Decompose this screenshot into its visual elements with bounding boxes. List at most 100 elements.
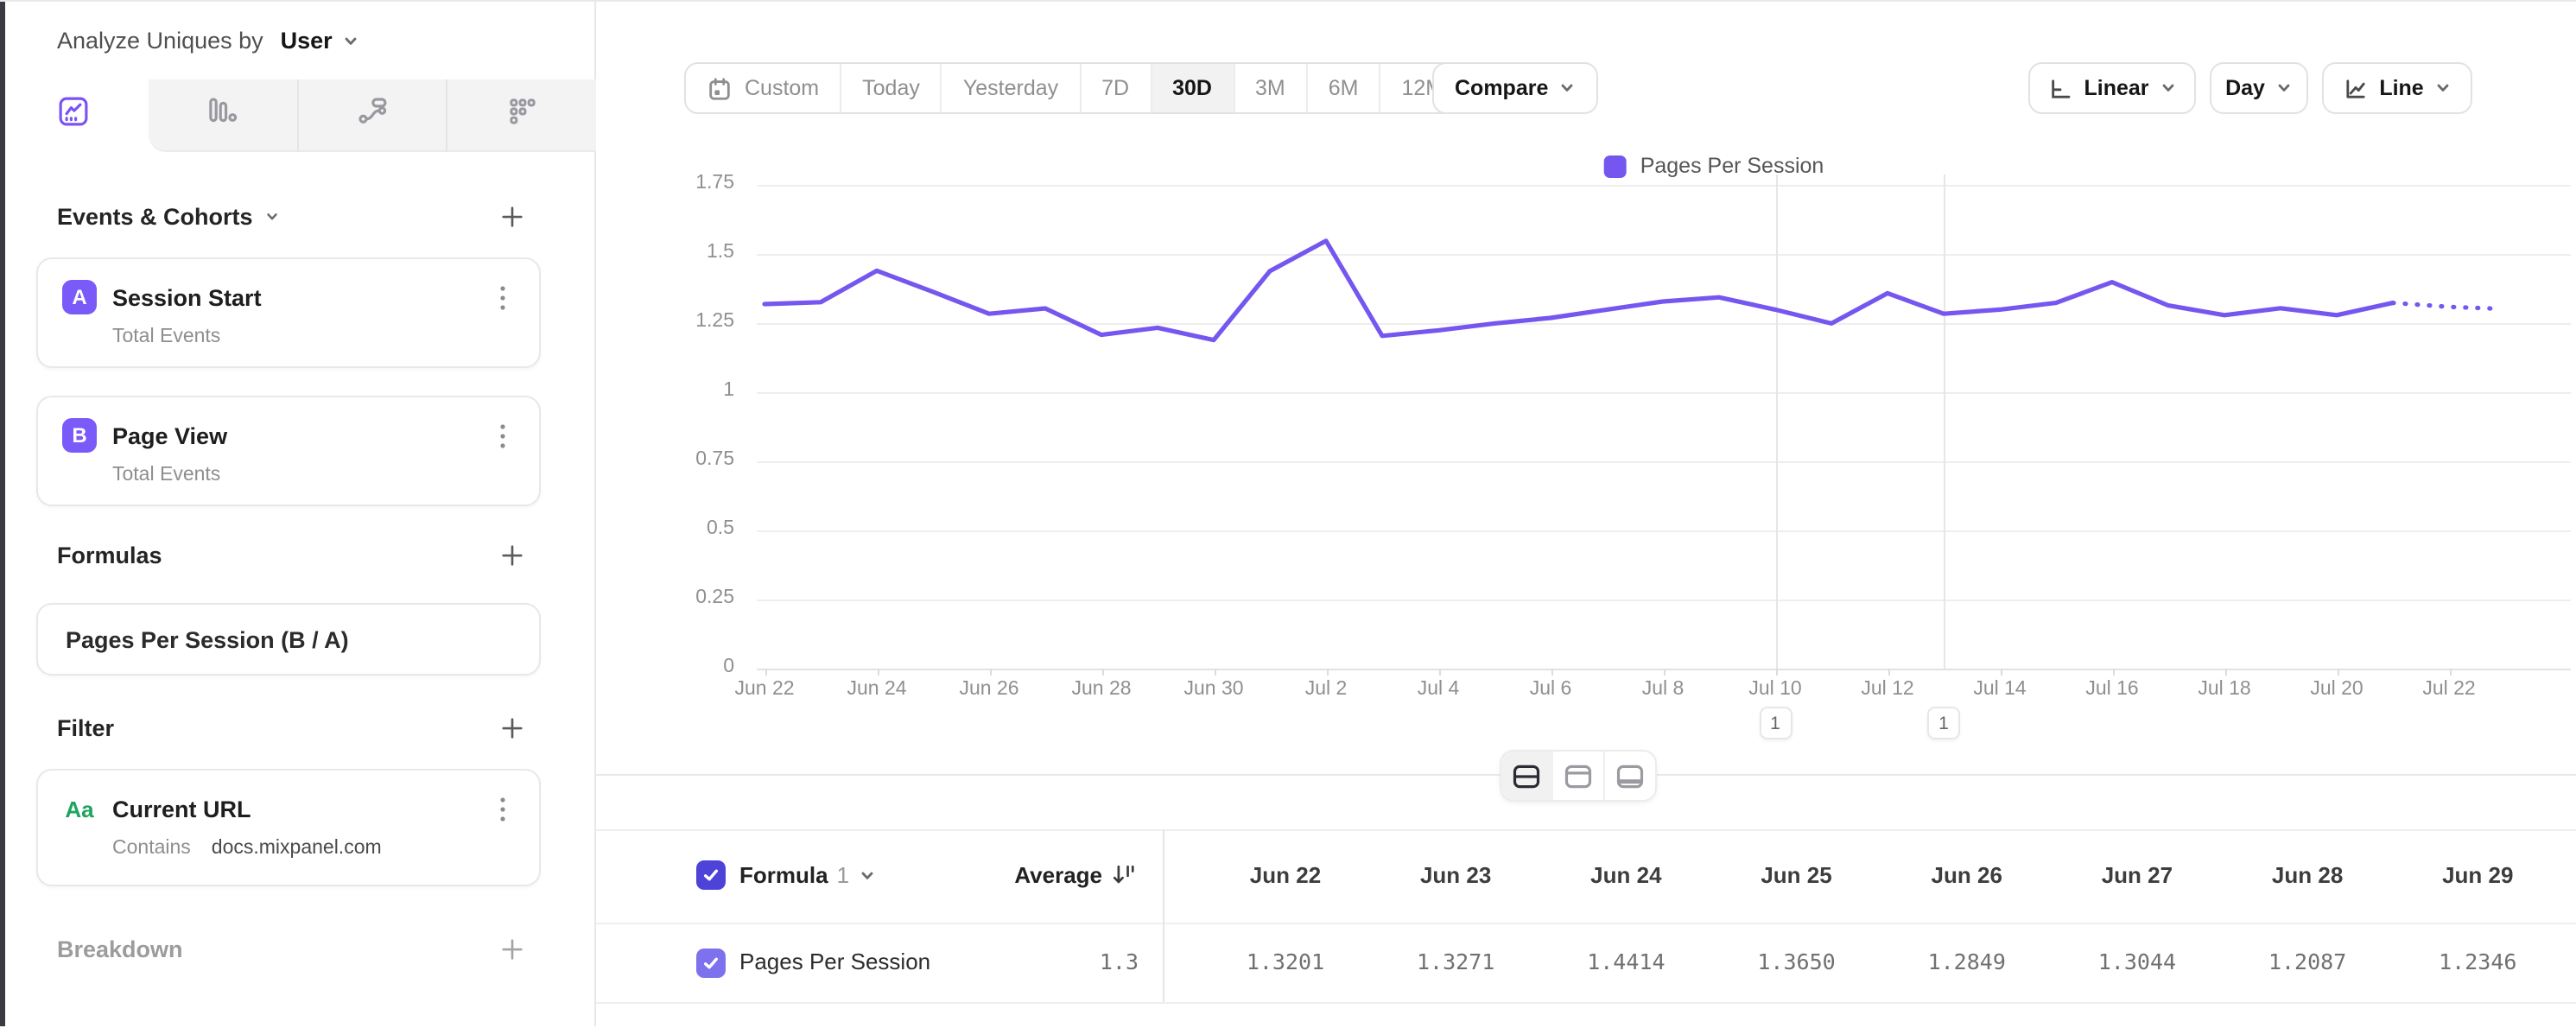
add-event-button[interactable] (494, 199, 529, 233)
add-breakdown-button[interactable] (494, 931, 529, 966)
line-chart-icon (2343, 75, 2369, 101)
x-axis-tick (1438, 668, 1440, 676)
date-column-header[interactable]: Jun 29 (2442, 862, 2514, 889)
date-column-header[interactable]: Jun 23 (1419, 862, 1492, 889)
event-measure[interactable]: Total Events (112, 327, 221, 347)
chart-type-label: Line (2379, 76, 2424, 100)
table-header-border (596, 922, 2576, 923)
compare-label: Compare (1455, 76, 1549, 100)
value-cell: 1.2087 (2268, 949, 2347, 975)
add-filter-button[interactable] (494, 710, 529, 745)
range-3m[interactable]: 3M (1233, 64, 1306, 112)
average-value-cell: 1.3 (1099, 949, 1139, 975)
gridline-1.75 (756, 185, 2570, 187)
split-view-toggle[interactable] (1501, 752, 1551, 800)
event-card-a[interactable]: A Session Start Total Events (36, 257, 541, 368)
x-axis-tick (2000, 668, 2002, 676)
filter-operator[interactable]: Contains (112, 838, 191, 859)
events-section-title[interactable]: Events & Cohorts (57, 203, 281, 229)
range-6m[interactable]: 6M (1305, 64, 1380, 112)
compare-button[interactable]: Compare (1432, 62, 1599, 114)
tab-retention[interactable] (446, 79, 596, 152)
scale-selector-button[interactable]: Linear (2028, 62, 2196, 114)
table-header-row: Formula 1 Average Jun 22 Jun 23 Jun 24 Jun … (596, 829, 2576, 922)
chart-legend[interactable]: Pages Per Session (1603, 154, 1824, 178)
date-column-header[interactable]: Jun 26 (1931, 862, 2002, 889)
event-name: Page View (112, 422, 228, 448)
table-only-toggle[interactable] (1603, 752, 1655, 800)
kebab-menu-icon[interactable] (487, 791, 518, 826)
x-axis-label: Jul 22 (2422, 678, 2476, 699)
x-axis-label: Jun 28 (1071, 678, 1132, 699)
annotation-badge-Jul 10[interactable]: 1 (1759, 707, 1792, 739)
average-column-header[interactable]: Average (855, 829, 1139, 922)
x-axis-tick (2224, 668, 2226, 676)
x-axis-tick (1775, 668, 1777, 676)
legend-series-label: Pages Per Session (1640, 154, 1824, 178)
granularity-selector-button[interactable]: Day (2210, 62, 2308, 114)
formula-group-dropdown[interactable]: Formula 1 (739, 829, 875, 922)
filter-card[interactable]: Aa Current URL Contains docs.mixpanel.co… (36, 769, 541, 886)
event-card-b[interactable]: B Page View Total Events (36, 396, 541, 506)
tab-funnels[interactable] (148, 79, 296, 152)
y-axis-label: 0.5 (707, 517, 734, 539)
x-axis-label: Jul 4 (1417, 678, 1460, 699)
y-axis-label: 0.75 (695, 448, 734, 470)
x-axis-tick (1663, 668, 1665, 676)
value-cell: 1.3650 (1757, 949, 1836, 975)
filter-property-name: Current URL (112, 796, 251, 822)
x-axis-label: Jul 12 (1861, 678, 1914, 699)
kebab-menu-icon[interactable] (487, 280, 518, 314)
chart-only-toggle[interactable] (1551, 752, 1603, 800)
annotation-line-Jul 13 (1944, 175, 1945, 669)
funnels-bars-icon (204, 92, 240, 137)
date-column-header[interactable]: Jun 27 (2101, 862, 2173, 889)
x-axis-label: Jul 6 (1529, 678, 1572, 699)
breakdown-section-title: Breakdown (57, 936, 183, 961)
x-axis-label: Jul 2 (1304, 678, 1348, 699)
x-axis-label: Jun 30 (1183, 678, 1244, 699)
x-axis-label: Jul 14 (1973, 678, 2027, 699)
date-column-header[interactable]: Jun 22 (1249, 862, 1322, 889)
x-axis-tick (1888, 668, 1889, 676)
retention-grid-icon (504, 92, 540, 137)
annotation-line-Jul 10 (1775, 175, 1777, 669)
gridline-1.5 (756, 254, 2570, 257)
table-data-row[interactable]: Pages Per Session 1.3 1.3201 1.3271 1.4414… (596, 922, 2576, 1002)
range-custom[interactable]: Custom (686, 64, 840, 112)
value-cell: 1.3201 (1246, 949, 1325, 975)
annotation-badge-Jul 13[interactable]: 1 (1927, 707, 1960, 739)
flows-icon (354, 92, 390, 137)
tab-flows[interactable] (296, 79, 447, 152)
table-top-border (596, 829, 2576, 831)
gridline-1 (756, 392, 2570, 395)
analyze-by-dropdown[interactable]: User (280, 28, 333, 54)
tab-insights[interactable] (0, 79, 149, 152)
event-measure[interactable]: Total Events (112, 465, 221, 485)
filter-value[interactable]: docs.mixpanel.com (211, 838, 382, 859)
range-today[interactable]: Today (840, 64, 941, 112)
y-axis-label: 1 (723, 380, 734, 402)
gridline-0.5 (756, 530, 2570, 532)
date-column-header[interactable]: Jun 25 (1761, 862, 1832, 889)
x-axis-label: Jul 16 (2085, 678, 2139, 699)
x-axis-label: Jul 18 (2198, 678, 2251, 699)
add-formula-button[interactable] (494, 537, 529, 572)
select-all-checkbox[interactable] (696, 860, 726, 890)
event-letter-chip: B (62, 418, 97, 453)
granularity-label: Day (2225, 76, 2265, 100)
row-checkbox[interactable] (696, 948, 726, 977)
range-7d[interactable]: 7D (1079, 64, 1150, 112)
date-column-header[interactable]: Jun 24 (1590, 862, 1662, 889)
y-axis-label: 1.75 (695, 173, 734, 194)
date-column-header[interactable]: Jun 28 (2271, 862, 2344, 889)
formula-name: Pages Per Session (B / A) (66, 626, 349, 652)
chevron-down-icon (2160, 79, 2177, 97)
chart-type-selector-button[interactable]: Line (2322, 62, 2472, 114)
range-yesterday[interactable]: Yesterday (940, 64, 1079, 112)
range-30d[interactable]: 30D (1150, 64, 1233, 112)
formula-card[interactable]: Pages Per Session (B / A) (36, 603, 541, 676)
kebab-menu-icon[interactable] (487, 418, 518, 453)
value-cell: 1.3044 (2097, 949, 2177, 975)
date-range-control: Custom Today Yesterday 7D 30D 3M 6M 12M (684, 62, 1467, 114)
